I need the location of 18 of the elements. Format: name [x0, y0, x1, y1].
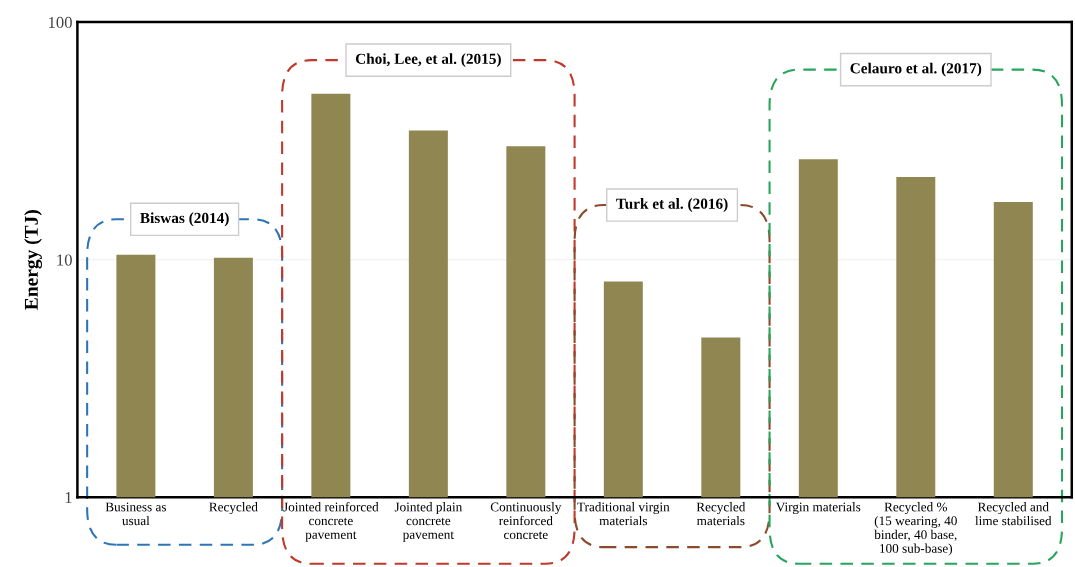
y-tick-label: 10 — [57, 254, 72, 266]
x-tick-label: Jointed reinforced concrete pavement — [283, 501, 379, 542]
x-tick-label: Virgin materials — [775, 502, 861, 515]
y-axis-title: Energy (TJ) — [24, 210, 42, 310]
x-tick-label: Recycled and lime stabilised — [975, 502, 1052, 526]
x-tick-label: Jointed plain concrete pavement — [394, 502, 463, 542]
y-tick-label: 1 — [65, 492, 72, 504]
x-tick-label: Business as usual — [105, 502, 167, 526]
annotation: Turk et al. (2016) — [616, 198, 728, 212]
x-tick-label: Recycled — [209, 502, 258, 515]
annotation: Celauro et al. (2017) — [850, 62, 982, 77]
annotation: Choi, Lee, et al. (2015) — [355, 53, 501, 68]
x-tick-label: Continuously reinforced concrete — [490, 502, 562, 540]
y-tick-label: 100 — [49, 16, 72, 29]
x-tick-label: Recycled materials — [696, 502, 746, 526]
annotation: Biswas (2014) — [140, 212, 229, 227]
x-tick-label: Recycled % (15 wearing, 40 binder, 40 base, 100 sub-base) — [874, 502, 957, 556]
x-tick-label: Traditional virgin materials — [577, 502, 670, 526]
